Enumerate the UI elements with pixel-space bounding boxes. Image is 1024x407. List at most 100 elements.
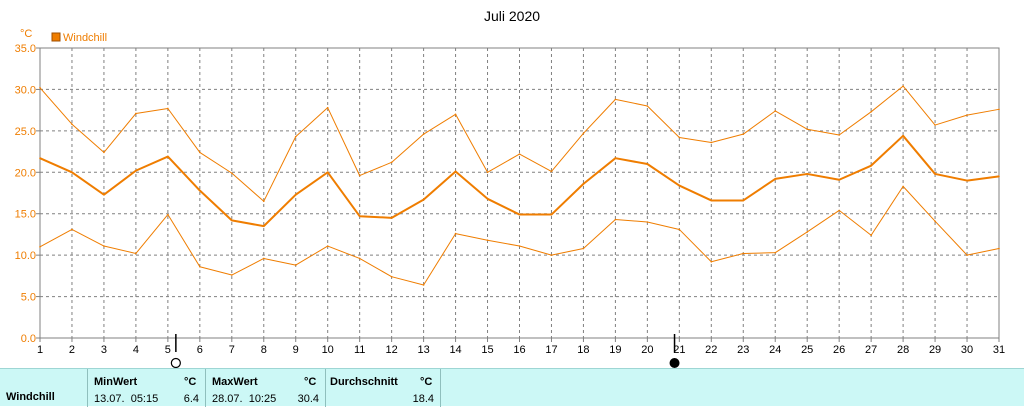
data-point-mean — [390, 217, 393, 219]
data-point-max — [838, 134, 840, 136]
x-tick-label: 10 — [322, 344, 334, 356]
data-point-mean — [231, 219, 233, 222]
data-point-min — [614, 218, 617, 221]
x-tick-label: 7 — [229, 344, 235, 356]
x-tick-label: 24 — [769, 344, 781, 356]
stats-min-cell: MinWert °C 13.07. 05:15 6.4 — [88, 369, 206, 407]
stats-row-label-cell: Windchill — [0, 369, 88, 407]
data-point-max — [390, 161, 393, 164]
x-tick-label: 28 — [897, 344, 909, 356]
y-tick-label: 15.0 — [15, 209, 36, 221]
data-point-min — [998, 247, 1000, 250]
data-point-max — [167, 107, 169, 110]
new-moon-icon — [669, 358, 680, 368]
x-tick-label: 22 — [705, 344, 717, 356]
data-point-max — [486, 171, 489, 174]
data-point-mean — [454, 170, 457, 173]
data-point-max — [518, 153, 521, 155]
data-point-mean — [966, 179, 968, 182]
data-point-max — [806, 128, 808, 130]
data-point-min — [135, 252, 137, 255]
data-point-mean — [678, 184, 681, 187]
stats-min-unit: °C — [184, 376, 197, 388]
data-point-min — [454, 232, 457, 235]
data-point-min — [486, 239, 489, 242]
data-point-max — [774, 110, 777, 112]
data-point-max — [742, 133, 745, 135]
y-tick-label: 25.0 — [15, 126, 36, 138]
x-tick-label: 11 — [354, 344, 365, 356]
data-point-mean — [646, 163, 649, 165]
data-point-mean — [518, 213, 521, 216]
data-point-min — [262, 257, 265, 260]
data-point-mean — [262, 225, 265, 227]
stats-bar: Windchill MinWert °C 13.07. 05:15 6.4 Ma… — [0, 368, 1024, 407]
data-point-mean — [103, 193, 105, 196]
x-tick-label: 25 — [801, 344, 813, 356]
series — [39, 85, 1000, 286]
data-point-min — [774, 251, 777, 254]
data-point-min — [582, 247, 585, 250]
data-point-mean — [838, 178, 840, 181]
stats-max-label: MaxWert — [212, 376, 258, 388]
stats-avg-cell: Durchschnitt °C 18.4 — [326, 369, 441, 407]
chart-title: Juli 2020 — [484, 8, 540, 24]
data-point-min — [870, 234, 872, 237]
data-point-max — [966, 114, 968, 116]
data-point-mean — [135, 169, 137, 172]
x-tick-label: 20 — [641, 344, 653, 356]
x-tick-label: 1 — [37, 344, 43, 356]
data-point-mean — [582, 183, 585, 185]
y-tick-label: 10.0 — [15, 250, 36, 262]
data-point-max — [902, 85, 904, 87]
legend-label: Windchill — [63, 32, 107, 44]
data-point-max — [710, 141, 713, 144]
x-tick-label: 2 — [69, 344, 75, 356]
data-point-mean — [710, 199, 713, 202]
x-tick-label: 17 — [545, 344, 557, 356]
x-tick-label: 14 — [449, 344, 461, 356]
data-point-max — [422, 133, 425, 135]
data-point-min — [678, 228, 681, 231]
data-point-min — [518, 245, 521, 247]
data-point-max — [39, 86, 41, 89]
x-tick-label: 26 — [833, 344, 845, 356]
x-tick-label: 9 — [293, 344, 299, 356]
data-point-max — [294, 135, 297, 138]
x-tick-label: 30 — [961, 344, 973, 356]
data-point-max — [678, 136, 681, 139]
data-point-max — [231, 172, 233, 174]
stats-avg-value: 18.4 — [412, 393, 434, 405]
data-point-max — [326, 106, 329, 109]
data-point-min — [806, 231, 808, 233]
data-point-mean — [806, 173, 808, 175]
data-point-min — [294, 264, 297, 266]
data-point-min — [966, 254, 968, 256]
data-point-max — [870, 111, 872, 113]
data-point-max — [934, 124, 936, 126]
data-point-max — [199, 151, 201, 154]
data-point-min — [390, 275, 393, 278]
stats-max-unit: °C — [304, 376, 317, 388]
data-point-min — [326, 245, 329, 247]
y-tick-label: 20.0 — [15, 167, 36, 179]
data-point-max — [454, 113, 457, 116]
data-point-max — [614, 98, 617, 101]
data-point-mean — [199, 189, 201, 192]
data-point-max — [646, 105, 649, 107]
data-point-mean — [998, 175, 1000, 178]
data-point-min — [71, 228, 73, 231]
x-tick-label: 12 — [386, 344, 398, 356]
data-point-min — [422, 284, 425, 286]
stats-avg-label: Durchschnitt — [330, 376, 398, 388]
data-point-min — [103, 245, 105, 247]
data-point-max — [550, 170, 553, 173]
x-tick-label: 18 — [577, 344, 589, 356]
stats-avg-unit: °C — [420, 376, 433, 388]
y-axis-unit: °C — [20, 28, 32, 40]
data-point-min — [838, 209, 840, 212]
y-tick-label: 0.0 — [21, 333, 36, 345]
x-tick-label: 13 — [417, 344, 429, 356]
data-point-mean — [614, 157, 617, 159]
data-point-mean — [39, 157, 41, 159]
